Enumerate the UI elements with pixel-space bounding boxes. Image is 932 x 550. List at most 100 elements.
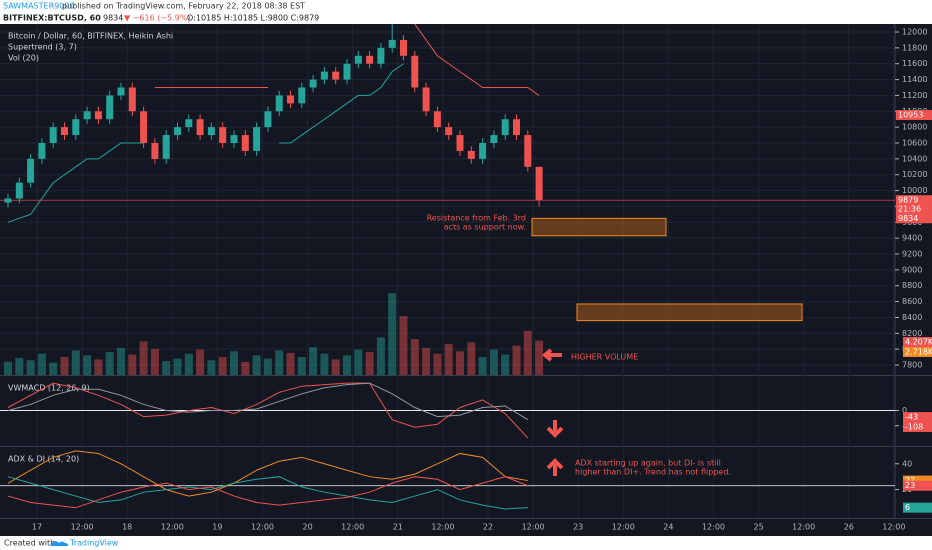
volume-bar [26,360,35,375]
volume-bar [275,350,284,375]
volume-bar [218,357,227,375]
volume-bar [252,355,261,375]
supertrend-line [7,63,404,223]
candle-body [275,95,283,112]
volume-bar [162,361,171,375]
volume-bar [320,353,329,375]
time-label: 12:00 [341,523,364,532]
published: published on TradingView.com, February 2… [62,2,305,11]
volume-bar [4,361,12,375]
volume-bar [297,357,306,375]
volume-bar [331,359,340,375]
y-tick-label: 9400 [902,234,922,243]
axis-label-bg [896,204,932,215]
indicator-line [7,382,529,439]
annotation: HIGHER VOLUME [571,353,638,362]
y-tick-label: 7800 [902,361,922,370]
axis-label: 9834 [898,214,918,223]
candle-body [490,135,498,144]
y-tick-label: 10400 [902,154,927,163]
candle-body [38,143,46,159]
candle-body [117,87,125,96]
time-label: 12:00 [792,523,815,532]
y-tick-label: 0 [902,406,907,415]
y-tick-label: 10200 [902,170,927,179]
candle-body [4,198,12,203]
volume-bar [309,347,318,375]
axis-label-bg [903,502,932,513]
y-tick-label: 40 [902,459,912,468]
volume-bar [128,354,137,375]
volume-bar [422,348,431,375]
legend-entry: ADX & DI (14, 20) [8,455,79,464]
axis-label-bg [903,480,932,491]
volume-bar [286,352,295,375]
symbol: BITFINEX:BTCUSD, 60 [3,14,101,23]
volume-bar [117,348,125,375]
time-label: 20 [303,523,313,532]
candle-body [513,119,520,136]
axis-label-bg [896,110,932,121]
y-tick-label: 8600 [902,297,922,306]
candle-body [535,166,543,201]
volume-bar [343,355,351,375]
candle-body [162,135,170,159]
change: ▼ −616 (−5.9%) [124,14,190,23]
time-label: 12:00 [522,523,545,532]
volume-bar [196,349,205,375]
candle-body [400,39,407,56]
axis-label-bg [903,475,932,486]
y-tick-label: 10000 [902,186,927,195]
candle-body [106,95,114,120]
candle-body [264,111,272,128]
legend-entry: Vol (20) [8,54,39,63]
indicator-line [7,382,529,421]
brand[interactable]: TradingView [69,539,119,548]
time-label: 23 [573,523,583,532]
axis-label-bg [896,195,932,206]
time-label: 19 [212,523,222,532]
candle-body [524,135,532,167]
candle-body [309,79,317,88]
time-label: 12:00 [612,523,635,532]
created: Created with [4,539,55,548]
candle-body [354,55,362,64]
volume-bar [71,350,80,375]
axis-label: 4.207K [905,338,932,347]
time-label: 12:00 [251,523,274,532]
candle-body [298,87,306,104]
axis-label: 2.718K [905,348,932,357]
chart-area [0,24,932,536]
candle-body [230,135,238,144]
supertrend-line [154,23,540,96]
candle-body [219,127,227,144]
candle-body [332,71,340,80]
annotation: higher than DI+. Trend has not flipped. [575,468,731,477]
candle-body [366,55,374,64]
volume-bar [376,337,385,375]
candle-body [241,135,249,151]
volume-bar [489,349,498,375]
y-tick-label: 12000 [902,28,927,37]
candle-body [411,55,419,88]
candle-body [343,63,351,80]
volume-bar [444,343,453,375]
time-label: 17 [32,523,42,532]
candle-body [287,95,294,104]
time-label: 26 [844,523,854,532]
volume-bar [399,316,408,375]
volume-bar [139,341,148,375]
volume-bar [467,342,476,375]
author[interactable]: SAWMASTER9000 [3,2,74,11]
candle-body [72,119,80,136]
volume-bar [535,340,544,375]
header-bar [0,0,932,12]
candle-body [377,47,385,64]
candle-body [445,127,453,136]
zone [531,217,667,237]
time-label: 24 [663,523,673,532]
candle-body [320,71,328,80]
volume-bar [184,353,193,375]
axis-label: -108 [905,422,923,431]
arrow-up [546,458,564,476]
